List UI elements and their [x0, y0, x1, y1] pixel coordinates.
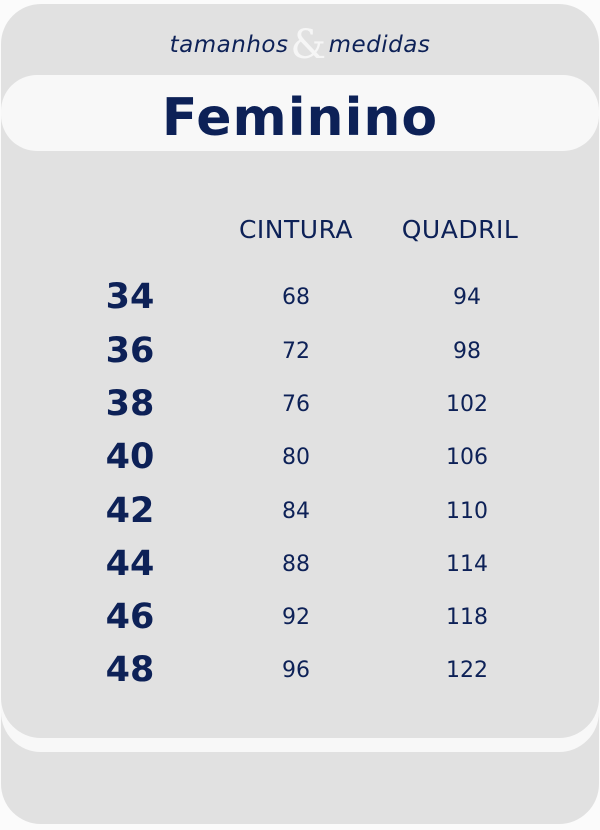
- quadril-value: 114: [446, 552, 488, 577]
- size-label: 44: [105, 544, 155, 584]
- page-title: Feminino: [161, 88, 439, 148]
- quadril-value: 110: [446, 499, 488, 524]
- subtitle: tamanhos&medidas: [0, 22, 600, 68]
- title-band: [1, 75, 599, 151]
- cintura-value: 84: [282, 499, 310, 524]
- table-row: 36 72 98: [0, 331, 600, 371]
- table-row: 40 80 106: [0, 437, 600, 477]
- quadril-value: 106: [446, 445, 488, 470]
- size-label: 48: [105, 650, 155, 690]
- size-label: 40: [105, 437, 155, 477]
- cintura-value: 72: [282, 339, 310, 364]
- quadril-value: 118: [446, 605, 488, 630]
- column-header-quadril: QUADRIL: [401, 215, 519, 244]
- quadril-value: 122: [446, 658, 488, 683]
- table-row: 42 84 110: [0, 491, 600, 531]
- table-row: 48 96 122: [0, 650, 600, 690]
- table-row: 34 68 94: [0, 277, 600, 317]
- size-label: 36: [105, 331, 155, 371]
- cintura-value: 92: [282, 605, 310, 630]
- table-row: 38 76 102: [0, 384, 600, 424]
- quadril-value: 102: [446, 392, 488, 417]
- cintura-value: 68: [282, 285, 310, 310]
- subtitle-left: tamanhos: [169, 32, 289, 58]
- cintura-value: 80: [282, 445, 310, 470]
- quadril-value: 94: [453, 285, 481, 310]
- cintura-value: 76: [282, 392, 310, 417]
- size-label: 38: [105, 384, 155, 424]
- size-label: 46: [105, 597, 155, 637]
- quadril-value: 98: [453, 339, 481, 364]
- subtitle-right: medidas: [328, 32, 431, 58]
- size-label: 42: [105, 491, 155, 531]
- table-row: 44 88 114: [0, 544, 600, 584]
- cintura-value: 88: [282, 552, 310, 577]
- column-header-cintura: CINTURA: [238, 215, 354, 244]
- ampersand: &: [290, 22, 327, 68]
- size-label: 34: [105, 277, 155, 317]
- cintura-value: 96: [282, 658, 310, 683]
- table-panel: [1, 173, 599, 738]
- table-row: 46 92 118: [0, 597, 600, 637]
